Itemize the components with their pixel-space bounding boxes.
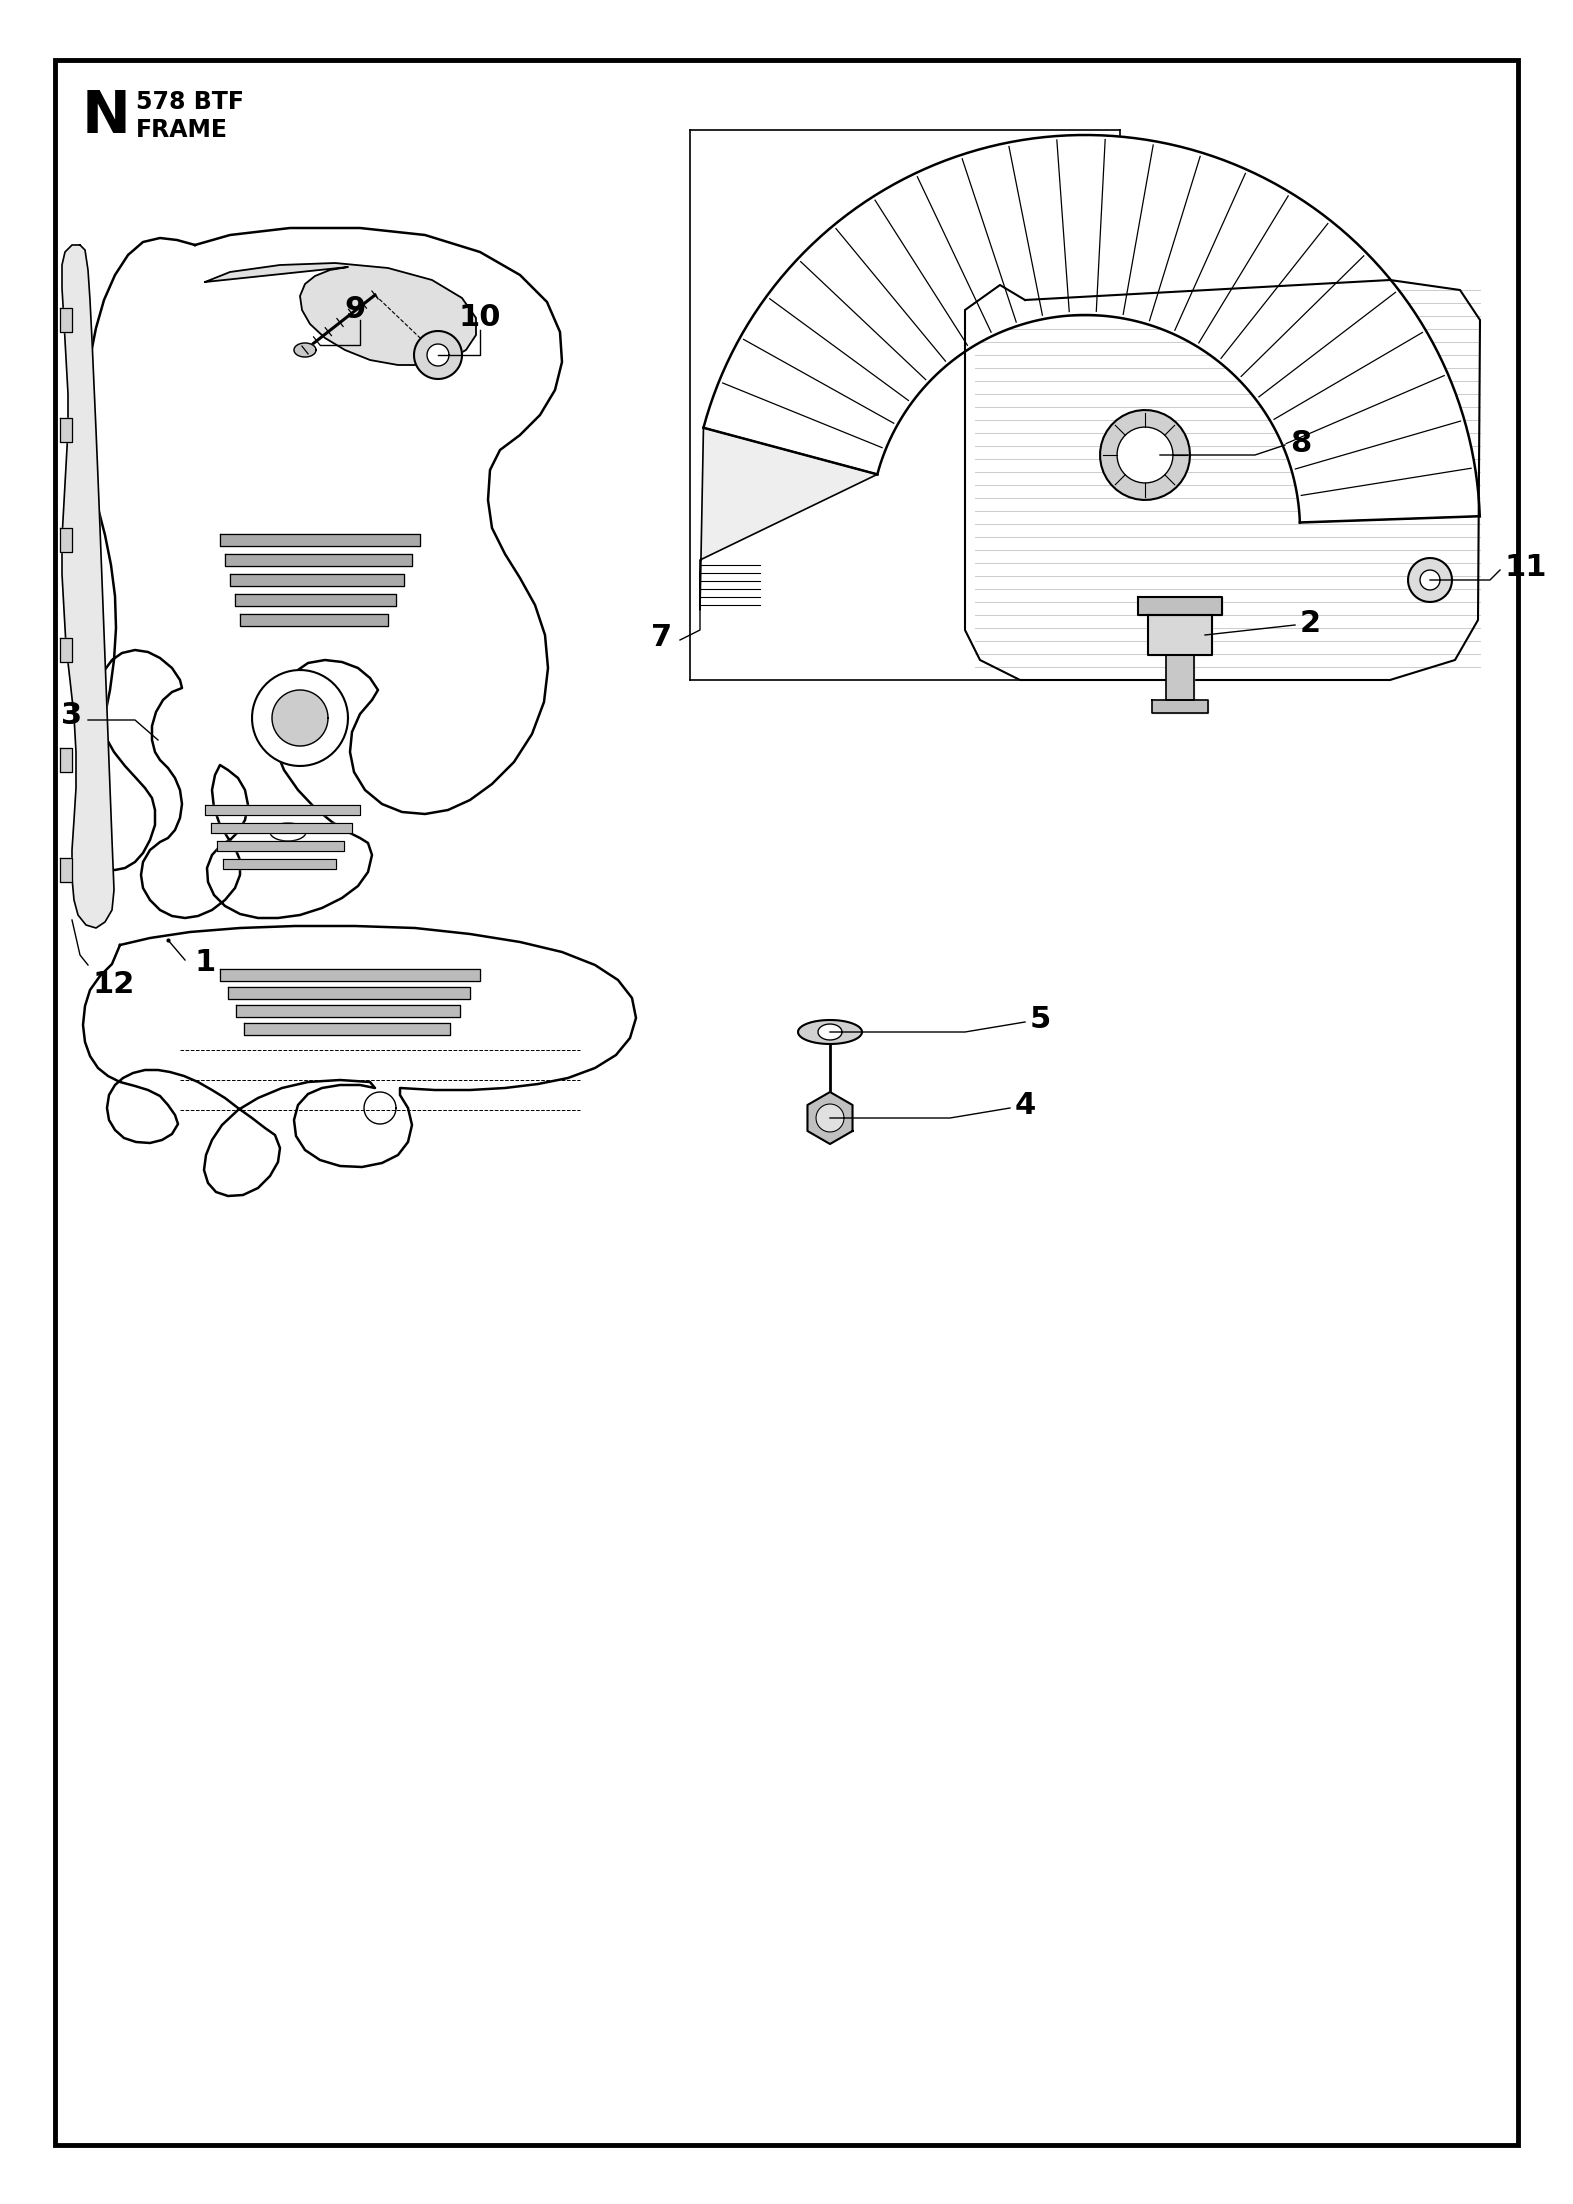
Polygon shape: [228, 987, 470, 998]
Polygon shape: [1420, 571, 1439, 591]
Polygon shape: [798, 1020, 862, 1045]
Polygon shape: [964, 280, 1480, 681]
Polygon shape: [818, 1025, 842, 1040]
Polygon shape: [87, 227, 562, 919]
Text: 578 BTF: 578 BTF: [135, 90, 244, 115]
Text: 5: 5: [1030, 1005, 1051, 1034]
Polygon shape: [61, 245, 113, 928]
Polygon shape: [272, 690, 329, 745]
Text: 3: 3: [61, 701, 82, 730]
Polygon shape: [414, 331, 462, 379]
Text: 12: 12: [91, 970, 134, 998]
Polygon shape: [700, 428, 878, 611]
Text: 1: 1: [195, 948, 216, 976]
Text: 9: 9: [344, 295, 365, 324]
Polygon shape: [204, 804, 360, 815]
Polygon shape: [60, 309, 72, 333]
Polygon shape: [220, 533, 420, 547]
Polygon shape: [204, 262, 477, 366]
Text: 4: 4: [1015, 1091, 1037, 1120]
Text: 2: 2: [1299, 608, 1321, 637]
Polygon shape: [230, 573, 404, 586]
Polygon shape: [60, 747, 72, 771]
Polygon shape: [217, 842, 344, 851]
Polygon shape: [225, 553, 412, 566]
Polygon shape: [252, 670, 348, 767]
Polygon shape: [236, 1005, 459, 1016]
Polygon shape: [223, 860, 337, 868]
Polygon shape: [1408, 558, 1452, 602]
Polygon shape: [426, 344, 448, 366]
Text: 11: 11: [1505, 553, 1548, 582]
Polygon shape: [1100, 410, 1191, 500]
Polygon shape: [294, 344, 316, 357]
Polygon shape: [244, 1023, 450, 1036]
Polygon shape: [1151, 701, 1208, 714]
Text: N: N: [82, 88, 131, 145]
Polygon shape: [1148, 615, 1213, 655]
Polygon shape: [220, 970, 480, 981]
Polygon shape: [1137, 597, 1222, 615]
Polygon shape: [60, 857, 72, 882]
Polygon shape: [60, 419, 72, 443]
Text: 10: 10: [459, 304, 502, 333]
Polygon shape: [1166, 655, 1194, 701]
Polygon shape: [60, 637, 72, 661]
Text: 7: 7: [651, 624, 672, 652]
Polygon shape: [703, 134, 1480, 522]
Polygon shape: [234, 595, 396, 606]
Text: 8: 8: [1290, 428, 1312, 458]
Polygon shape: [211, 822, 352, 833]
Polygon shape: [1117, 428, 1173, 483]
Text: FRAME: FRAME: [135, 119, 228, 141]
Polygon shape: [816, 1104, 845, 1133]
Polygon shape: [83, 926, 635, 1197]
Polygon shape: [60, 529, 72, 551]
Polygon shape: [241, 615, 389, 626]
Polygon shape: [807, 1091, 853, 1144]
